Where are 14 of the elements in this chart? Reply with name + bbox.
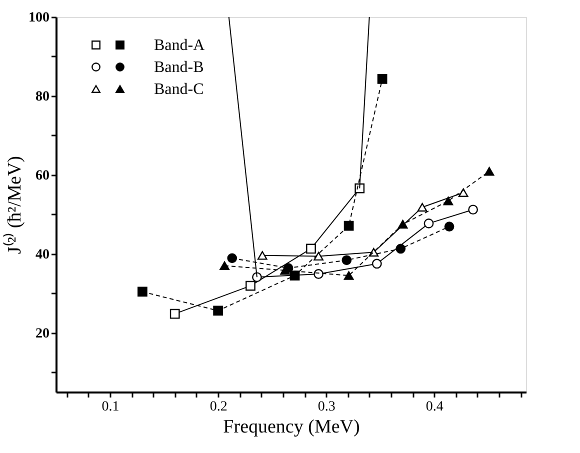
x-axis-title: Frequency (MeV) [223,416,360,438]
y-tick-label: 20 [36,326,50,342]
legend-label: Band-C [154,81,204,98]
x-tick-label: 0.4 [426,400,444,414]
legend-label: Band-A [154,37,206,54]
x-tick-label: 0.3 [318,400,336,414]
y-tick-label: 40 [36,247,50,262]
legend-label: Band-B [154,59,204,76]
x-tick-label: 0.1 [102,400,120,414]
y-tick-label: 80 [36,89,50,104]
y-tick-label: 60 [36,168,50,184]
y-axis-title: J⁽²⁾ (ħ²/MeV) [2,156,26,254]
y-tick-label: 100 [28,10,50,26]
x-tick-label: 0.2 [210,400,228,414]
